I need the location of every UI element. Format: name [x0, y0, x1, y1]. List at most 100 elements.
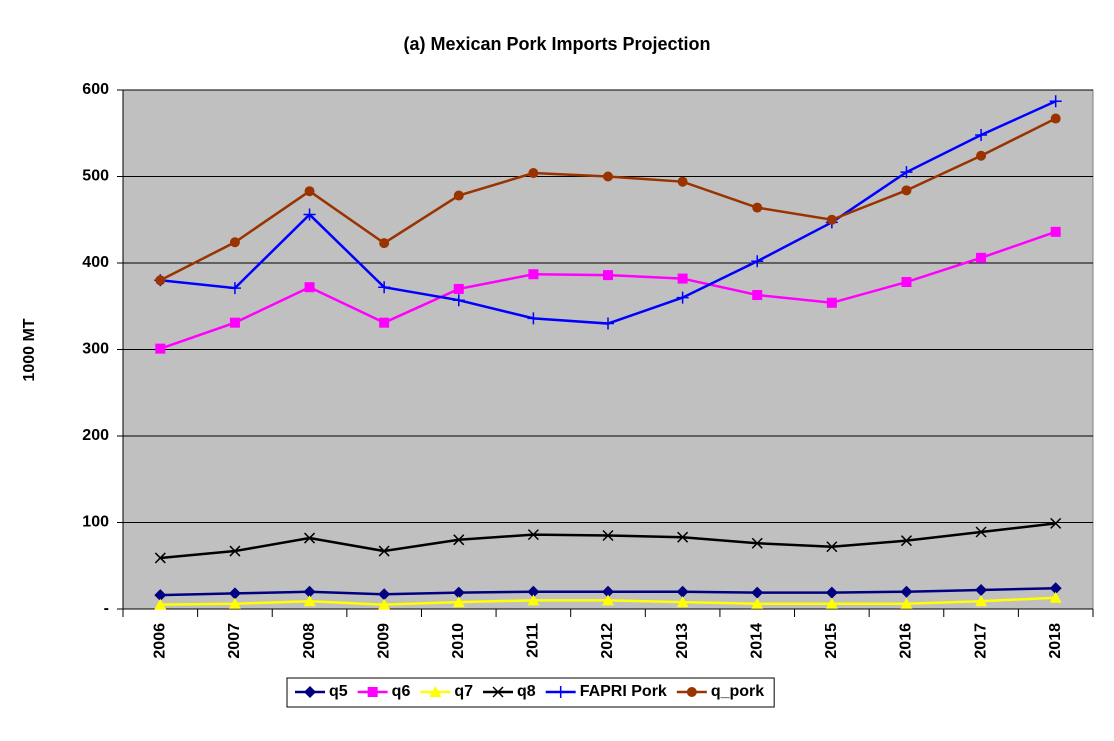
legend-marker	[686, 687, 697, 697]
marker	[452, 294, 465, 307]
marker	[228, 587, 241, 600]
marker	[751, 255, 764, 268]
legend-marker	[304, 686, 316, 698]
marker	[527, 529, 539, 541]
marker	[752, 290, 763, 301]
marker	[154, 589, 167, 602]
marker	[452, 586, 465, 599]
marker	[453, 534, 465, 546]
legend-marker	[492, 686, 504, 698]
marker	[975, 595, 988, 607]
marker	[1050, 113, 1061, 124]
y-tick-label: -	[104, 600, 109, 617]
marker	[378, 281, 391, 294]
y-axis-label: 1000 MT	[21, 318, 38, 381]
marker	[826, 214, 837, 225]
legend-marker	[429, 686, 442, 697]
marker	[975, 583, 988, 596]
x-tick-label: 2011	[525, 623, 542, 658]
marker	[228, 282, 241, 295]
marker	[976, 252, 987, 263]
marker	[602, 585, 614, 598]
x-tick-label: 2015	[823, 623, 840, 659]
x-tick-label: 2006	[152, 623, 169, 659]
marker	[901, 277, 912, 288]
marker	[453, 190, 464, 201]
x-tick-label: 2013	[674, 623, 691, 659]
marker	[1049, 582, 1062, 595]
marker	[452, 596, 465, 608]
series	[155, 226, 1061, 354]
marker	[826, 541, 838, 553]
marker	[229, 237, 240, 248]
x-tick-label: 2010	[450, 623, 467, 659]
legend: q5 q6 q7 q8 FAPRI Pork q_pork	[286, 677, 775, 708]
x-tick-label: 2018	[1047, 623, 1064, 659]
x-tick-label: 2016	[898, 623, 915, 659]
y-tick-label: 200	[82, 427, 109, 444]
marker	[154, 598, 167, 610]
legend-label: FAPRI Pork	[580, 683, 667, 700]
legend-label: q8	[517, 683, 536, 700]
marker	[378, 545, 390, 557]
legend-label: q5	[329, 683, 348, 700]
marker	[1050, 226, 1061, 237]
marker	[602, 594, 614, 606]
marker	[603, 270, 613, 281]
y-tick-label: 500	[82, 168, 109, 185]
marker	[900, 585, 913, 598]
marker	[303, 585, 316, 598]
marker	[900, 597, 913, 609]
marker	[527, 585, 540, 598]
marker	[1049, 95, 1062, 108]
marker	[528, 269, 539, 280]
marker	[379, 238, 390, 249]
marker	[751, 597, 764, 609]
legend-label: q_pork	[711, 683, 764, 700]
marker	[975, 526, 987, 538]
x-tick-label: 2007	[226, 623, 243, 659]
marker	[304, 532, 316, 544]
series	[154, 591, 1062, 610]
marker	[304, 282, 315, 293]
marker	[676, 596, 689, 608]
marker	[677, 176, 688, 187]
marker	[155, 275, 166, 286]
y-tick-label: 400	[82, 254, 109, 271]
marker	[303, 208, 316, 221]
series	[154, 582, 1062, 602]
marker	[378, 598, 391, 610]
marker	[528, 168, 539, 179]
marker	[976, 150, 987, 161]
marker	[603, 171, 613, 182]
marker	[975, 128, 988, 141]
marker	[379, 317, 390, 328]
x-tick-label: 2014	[748, 623, 765, 659]
legend-marker	[554, 686, 567, 698]
marker	[677, 531, 689, 543]
x-tick-label: 2009	[375, 623, 392, 659]
marker	[602, 529, 614, 542]
y-tick-label: 600	[82, 81, 109, 98]
marker	[676, 585, 689, 598]
marker	[378, 588, 391, 601]
x-tick-label: 2012	[599, 623, 616, 659]
marker	[303, 595, 316, 607]
marker	[228, 597, 241, 609]
marker	[527, 312, 540, 325]
legend-marker	[367, 687, 378, 697]
marker	[677, 273, 688, 284]
marker	[676, 291, 689, 304]
marker	[602, 317, 614, 330]
marker	[901, 185, 912, 196]
series	[154, 517, 1062, 564]
marker	[825, 597, 838, 609]
marker	[900, 166, 913, 179]
marker	[229, 545, 241, 557]
legend-label: q6	[392, 683, 411, 700]
series	[155, 113, 1061, 286]
marker	[751, 537, 763, 549]
marker	[900, 535, 912, 547]
x-tick-label: 2008	[301, 623, 318, 659]
